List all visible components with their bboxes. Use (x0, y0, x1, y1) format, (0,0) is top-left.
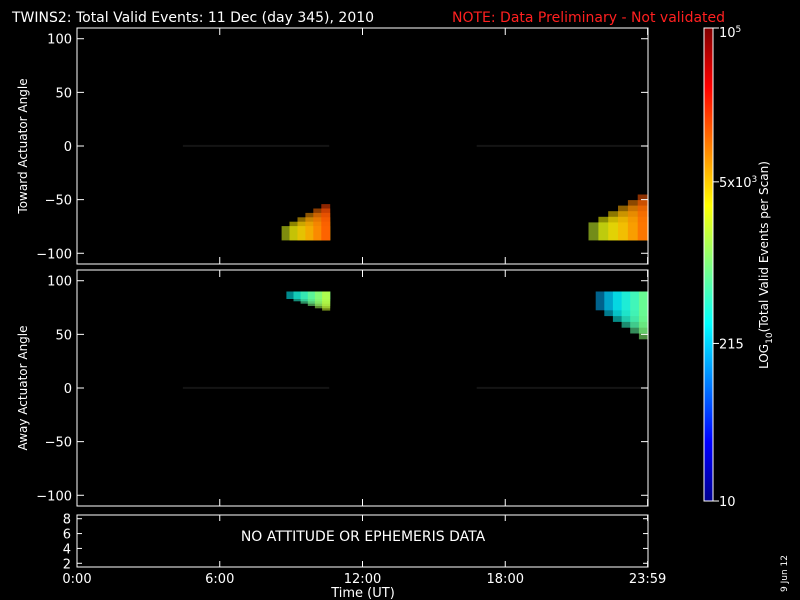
away-actuator-panel: −100 −50 0 50 100 Away Actuator Angle (16, 269, 649, 507)
hot-corner-patch (322, 291, 331, 311)
y-tick-label: 0 (64, 140, 72, 155)
x-tick-label: 6:00 (205, 572, 234, 587)
zero-angle-band (182, 144, 330, 147)
colorbar-tick-exponent: 3 (752, 175, 758, 185)
preliminary-note: NOTE: Data Preliminary - Not validated (452, 10, 725, 26)
colorbar-label-base: 10 (765, 332, 775, 344)
hot-corner-patch (321, 204, 331, 241)
x-tick-label: 18:00 (487, 572, 524, 587)
hot-corner-patch (637, 194, 649, 241)
y-tick-label: 4 (63, 542, 71, 557)
toward-data-segment-0 (182, 144, 331, 241)
date-stamp: 9 Jun 12 (780, 555, 790, 592)
colorbar: LOG10(Total Valid Events per Scan) 10215… (703, 25, 775, 510)
zero-angle-band (476, 386, 648, 389)
y-tick-label: 8 (63, 513, 71, 528)
page-title: TWINS2: Total Valid Events: 11 Dec (day … (11, 10, 374, 26)
y-tick-label: 100 (47, 275, 72, 290)
y-tick-label: 50 (55, 328, 72, 343)
colorbar-tick-base: 215 (719, 337, 744, 352)
y-tick-label: 2 (63, 557, 71, 572)
y-tick-label: 0 (64, 382, 72, 397)
x-tick-label: 0:00 (62, 572, 91, 587)
toward-actuator-panel: −100 −50 0 50 100 Toward Actuator Angle (16, 27, 649, 265)
y-tick-label: −50 (45, 194, 72, 209)
y-tick-label: −100 (36, 247, 72, 262)
no-data-message: NO ATTITUDE OR EPHEMERIS DATA (241, 529, 486, 545)
colorbar-label-log: LOG (757, 344, 771, 369)
x-tick-label: 23:59 (629, 572, 666, 587)
y-tick-label: 6 (63, 528, 71, 543)
zero-angle-band (182, 386, 330, 389)
away-y-axis-label: Away Actuator Angle (16, 325, 30, 450)
colorbar-tick-label: 5x103 (719, 175, 757, 191)
away-data-segment-0 (182, 291, 331, 389)
hot-corner-patch (638, 291, 649, 340)
colorbar-tick-base: 10 (719, 495, 736, 510)
colorbar-tick-label: 105 (719, 25, 741, 41)
colorbar-gradient (704, 28, 713, 501)
colorbar-tick-base: 5x10 (719, 176, 752, 191)
y-tick-label: −50 (45, 436, 72, 451)
zero-angle-band (476, 144, 648, 147)
toward-data-segment-1 (476, 144, 649, 241)
colorbar-label-rest: (Total Valid Events per Scan) (757, 161, 771, 332)
toward-y-axis-label: Toward Actuator Angle (16, 78, 30, 214)
away-data-segment-1 (476, 291, 649, 389)
colorbar-tick-base: 10 (719, 26, 736, 41)
colorbar-frame (703, 27, 714, 502)
x-axis-label: Time (UT) (330, 586, 395, 600)
y-tick-label: 100 (47, 33, 72, 48)
y-tick-label: −100 (36, 489, 72, 504)
colorbar-tick-label: 215 (719, 337, 744, 352)
colorbar-label: LOG10(Total Valid Events per Scan) (757, 161, 775, 369)
colorbar-tick-exponent: 5 (736, 25, 742, 35)
colorbar-tick-label: 10 (719, 495, 736, 510)
y-tick-label: 50 (55, 86, 72, 101)
x-tick-label: 12:00 (344, 572, 381, 587)
